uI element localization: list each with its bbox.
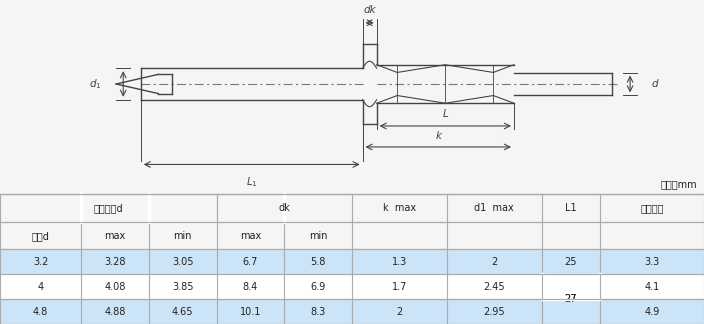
Text: d: d — [651, 79, 658, 89]
Text: 鉆孔直徑: 鉆孔直徑 — [641, 203, 664, 213]
Text: 4.88: 4.88 — [104, 307, 126, 317]
Text: 25: 25 — [565, 257, 577, 267]
Text: 4.65: 4.65 — [172, 307, 194, 317]
Text: 2.45: 2.45 — [484, 282, 505, 292]
Text: dk: dk — [279, 203, 290, 213]
Text: 2.95: 2.95 — [484, 307, 505, 317]
Text: d1  max: d1 max — [474, 203, 514, 213]
Text: 公稱直徑d: 公稱直徑d — [94, 203, 123, 213]
Text: 2: 2 — [491, 257, 497, 267]
Text: 10.1: 10.1 — [240, 307, 261, 317]
Text: min: min — [309, 231, 327, 241]
Text: $d_1$: $d_1$ — [89, 77, 101, 91]
Text: 3.3: 3.3 — [644, 257, 660, 267]
Text: dk: dk — [363, 6, 376, 16]
Text: max: max — [240, 231, 261, 241]
Text: 3.28: 3.28 — [104, 257, 126, 267]
Text: 27: 27 — [565, 294, 577, 304]
Text: 1.3: 1.3 — [391, 257, 407, 267]
Text: k  max: k max — [383, 203, 416, 213]
Text: 6.7: 6.7 — [243, 257, 258, 267]
Text: 3.85: 3.85 — [172, 282, 194, 292]
Text: 6.9: 6.9 — [310, 282, 326, 292]
Text: 4.08: 4.08 — [104, 282, 126, 292]
Text: max: max — [104, 231, 126, 241]
Text: 5.8: 5.8 — [310, 257, 326, 267]
Text: 4: 4 — [37, 282, 44, 292]
Bar — [0, 249, 704, 274]
Text: 2: 2 — [396, 307, 403, 317]
Text: 8.4: 8.4 — [243, 282, 258, 292]
Text: 27: 27 — [565, 294, 577, 304]
Text: L: L — [442, 109, 448, 119]
Text: 3.05: 3.05 — [172, 257, 194, 267]
Text: 1.7: 1.7 — [391, 282, 407, 292]
Text: L1: L1 — [565, 203, 577, 213]
Text: min: min — [173, 231, 192, 241]
Bar — [0, 299, 704, 324]
Text: 3.2: 3.2 — [33, 257, 49, 267]
Text: 4.1: 4.1 — [644, 282, 660, 292]
Text: 4.8: 4.8 — [33, 307, 49, 317]
Text: 8.3: 8.3 — [310, 307, 326, 317]
Text: k: k — [435, 132, 441, 142]
Text: 公稱d: 公稱d — [32, 231, 49, 241]
Text: $L_1$: $L_1$ — [246, 175, 258, 189]
Text: 单位：mm: 单位：mm — [660, 179, 697, 190]
Text: 4.9: 4.9 — [644, 307, 660, 317]
Bar — [0, 274, 704, 299]
